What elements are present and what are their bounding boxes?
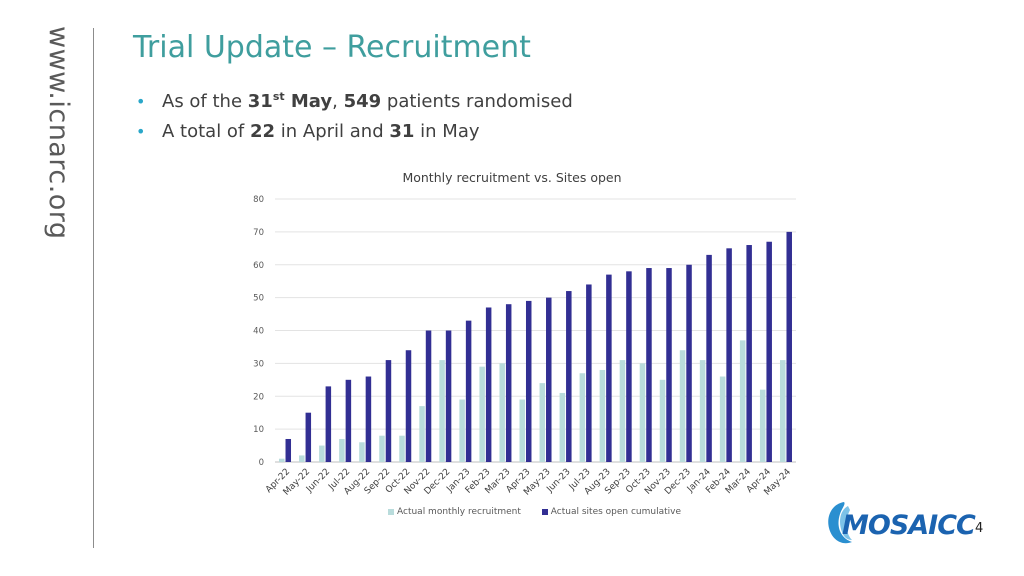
bar-recruitment (539, 383, 546, 462)
bar-recruitment (739, 340, 746, 462)
y-tick-label: 20 (253, 392, 264, 402)
bullet-emphasis: 31 (389, 121, 415, 142)
bullet-icon: • (136, 92, 146, 111)
bar-sites-open (726, 248, 732, 462)
bar-sites-open (305, 412, 312, 462)
bullet-list: • As of the 31st May, 549 patients rando… (134, 88, 573, 148)
bullet-text: patients randomised (381, 91, 573, 112)
bar-sites-open (546, 297, 552, 462)
y-tick-label: 40 (253, 327, 264, 337)
bar-recruitment (279, 458, 285, 462)
bar-recruitment (679, 350, 686, 462)
bar-recruitment (599, 369, 606, 462)
y-tick-label: 50 (253, 294, 264, 304)
bullet-item-2: • A total of 22 in April and 31 in May (134, 118, 573, 148)
chart-title: Monthly recruitment vs. Sites open (402, 170, 622, 185)
bar-recruitment (719, 376, 726, 462)
bullet-text: in May (414, 121, 480, 142)
bar-sites-open (385, 360, 392, 462)
y-tick-label: 30 (253, 359, 264, 369)
bar-recruitment (399, 435, 405, 462)
bullet-superscript: st (272, 90, 285, 103)
bar-recruitment (459, 399, 465, 462)
bar-recruitment (379, 435, 385, 462)
bar-recruitment (759, 389, 766, 462)
bullet-text: As of the (162, 91, 248, 112)
bar-sites-open (345, 379, 352, 462)
divider-line (93, 28, 94, 548)
bullet-text: in April and (275, 121, 390, 142)
bar-sites-open (285, 438, 292, 462)
bar-recruitment (299, 455, 305, 462)
bar-sites-open (646, 268, 652, 462)
bar-sites-open (525, 300, 532, 462)
bullet-emphasis: 31 (247, 91, 273, 112)
chart-legend: Actual monthly recruitment Actual sites … (388, 507, 699, 517)
mosaicc-logo-text: MOSAICC (842, 510, 976, 541)
bar-sites-open (606, 274, 612, 462)
bar-sites-open (766, 241, 772, 462)
bar-sites-open (405, 350, 412, 462)
legend-swatch-icon (388, 508, 394, 515)
bar-recruitment (619, 360, 626, 462)
bar-recruitment (519, 399, 525, 462)
bullet-text: , (332, 91, 344, 112)
side-url-text: www.icnarc.org (43, 26, 74, 240)
legend-item-recruitment: Actual monthly recruitment (388, 507, 521, 517)
page-number: 4 (975, 521, 984, 536)
legend-swatch-icon (541, 508, 548, 515)
bar-recruitment (639, 363, 646, 462)
bar-sites-open (465, 320, 472, 462)
bar-recruitment (359, 442, 365, 462)
bar-sites-open (445, 330, 452, 462)
bar-recruitment (319, 445, 325, 462)
y-tick-label: 80 (253, 195, 264, 205)
bar-sites-open (365, 376, 372, 462)
mosaicc-logo-icon (828, 502, 852, 544)
bullet-item-1: • As of the 31st May, 549 patients rando… (134, 88, 573, 118)
bar-recruitment (419, 406, 425, 462)
bar-sites-open (786, 231, 792, 462)
bar-sites-open (325, 386, 332, 462)
bar-recruitment (439, 360, 445, 462)
bullet-emphasis: May (284, 91, 333, 112)
bar-recruitment (479, 366, 485, 462)
bullet-icon: • (136, 122, 146, 141)
bar-recruitment (559, 392, 566, 462)
y-tick-label: 0 (259, 458, 264, 468)
bullet-emphasis: 22 (250, 121, 276, 142)
bar-recruitment (499, 363, 505, 462)
y-tick-label: 10 (253, 425, 264, 435)
legend-label: Actual monthly recruitment (397, 507, 521, 517)
bar-sites-open (746, 245, 752, 462)
bar-sites-open (666, 268, 672, 462)
bar-sites-open (586, 284, 592, 462)
bar-sites-open (626, 271, 632, 462)
bar-recruitment (699, 360, 706, 462)
bar-recruitment (579, 373, 586, 462)
y-tick-label: 60 (253, 261, 264, 271)
y-tick-label: 70 (253, 228, 264, 238)
bullet-emphasis: 549 (343, 91, 382, 112)
bar-sites-open (425, 330, 432, 462)
bar-sites-open (566, 291, 572, 462)
bar-sites-open (706, 254, 712, 462)
slide-title: Trial Update – Recruitment (133, 30, 531, 65)
bar-sites-open (505, 304, 512, 462)
bar-sites-open (485, 307, 492, 462)
legend-label: Actual sites open cumulative (550, 507, 682, 517)
bullet-text: A total of (162, 121, 250, 142)
bar-sites-open (686, 264, 692, 462)
bar-recruitment (659, 379, 666, 462)
bar-recruitment (339, 438, 345, 462)
bar-recruitment (779, 360, 786, 462)
legend-item-sites: Actual sites open cumulative (541, 507, 682, 517)
